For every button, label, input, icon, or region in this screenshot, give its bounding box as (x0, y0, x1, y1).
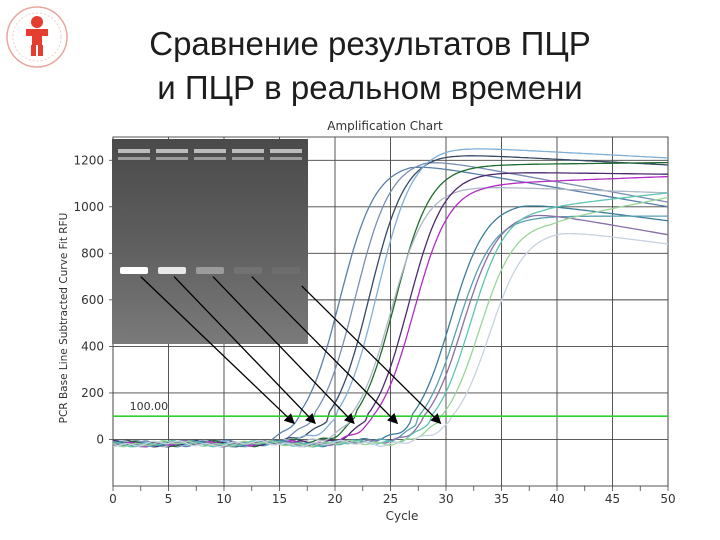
y-tick-label: 400 (81, 339, 104, 353)
threshold-label: 100.00 (130, 400, 169, 413)
gel-electrophoresis-image (112, 139, 308, 344)
amplification-curve (112, 232, 669, 448)
chart-title: Amplification Chart (327, 119, 443, 133)
slide-title-line-2: и ПЦР в реальном времени (157, 69, 583, 106)
slide-title: Сравнение результатов ПЦР и ПЦР в реальн… (100, 22, 640, 110)
arrow (173, 276, 316, 425)
y-tick-label: 0 (96, 432, 104, 446)
gel-well (156, 149, 188, 153)
y-tick-label: 600 (81, 293, 104, 307)
x-tick-label: 30 (438, 492, 453, 506)
x-tick-label: 15 (272, 492, 287, 506)
x-tick-label: 35 (494, 492, 509, 506)
gel-well (194, 149, 226, 153)
y-axis-label: PCR Base Line Subtracted Curve Fit RFU (58, 213, 70, 424)
x-tick-label: 25 (383, 492, 398, 506)
arrow (251, 276, 399, 425)
x-tick-label: 40 (549, 492, 564, 506)
child-figure-logo-icon (6, 6, 68, 68)
amplification-curve (112, 187, 669, 448)
gel-well-band (232, 157, 264, 160)
arrow (140, 276, 295, 425)
amplification-curves (112, 148, 669, 448)
x-tick-label: 20 (327, 492, 342, 506)
y-tick-label: 800 (81, 246, 104, 260)
gel-well-band (194, 157, 226, 160)
x-tick-label: 50 (660, 492, 675, 506)
x-tick-label: 0 (109, 492, 117, 506)
arrows (140, 276, 442, 425)
gel-well (270, 149, 302, 153)
gel-well (118, 149, 150, 153)
gel-well (232, 149, 264, 153)
gel-band (120, 267, 148, 274)
x-axis-label: Cycle (386, 509, 419, 523)
gel-band (158, 267, 186, 274)
gel-band (196, 267, 224, 274)
gel-band (272, 267, 300, 274)
arrow (301, 285, 442, 425)
y-tick-label: 1000 (73, 200, 104, 214)
gel-well-band (270, 157, 302, 160)
x-tick-label: 45 (605, 492, 620, 506)
x-tick-labels: 0 5 10 15 20 25 30 35 40 45 50 (109, 492, 675, 506)
gel-well-band (118, 157, 150, 160)
amplification-curve (112, 196, 669, 448)
y-tick-label: 200 (81, 386, 104, 400)
x-tick-label: 10 (216, 492, 231, 506)
x-tick-label: 5 (165, 492, 173, 506)
y-tick-labels: 0 200 400 600 800 1000 1200 (73, 153, 104, 446)
gel-background (112, 139, 308, 344)
slide-title-line-1: Сравнение результатов ПЦР (149, 25, 591, 62)
gel-well-band (156, 157, 188, 160)
arrow (212, 276, 355, 425)
amplification-curve (112, 205, 669, 448)
gel-band (234, 267, 262, 274)
y-tick-label: 1200 (73, 153, 104, 167)
